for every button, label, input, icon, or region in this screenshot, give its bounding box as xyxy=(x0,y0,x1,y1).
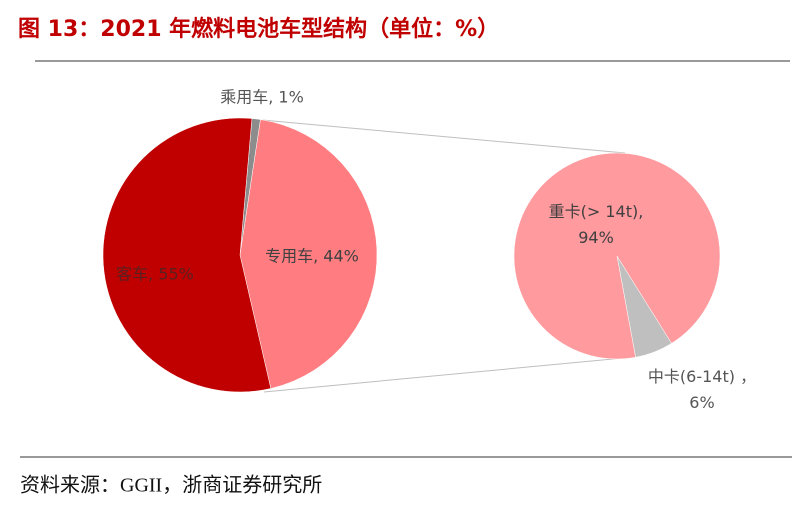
pie-slice xyxy=(239,119,378,389)
pie-slice xyxy=(513,152,721,360)
source-note: 资料来源：GGII，浙商证券研究所 xyxy=(20,474,322,497)
data-label: 客车, 55% xyxy=(116,265,194,284)
data-label: 重卡(> 14t), 94% xyxy=(549,202,644,247)
data-label: 专用车, 44% xyxy=(265,247,359,266)
data-label: 中卡(6-14t) ， 6% xyxy=(648,367,756,412)
connector xyxy=(263,356,635,393)
data-label: 乘用车, 1% xyxy=(220,88,304,107)
pie-slice xyxy=(102,117,272,393)
connector xyxy=(261,119,626,154)
chart-title: 图 13：2021 年燃料电池车型结构（单位：%） xyxy=(18,16,499,42)
